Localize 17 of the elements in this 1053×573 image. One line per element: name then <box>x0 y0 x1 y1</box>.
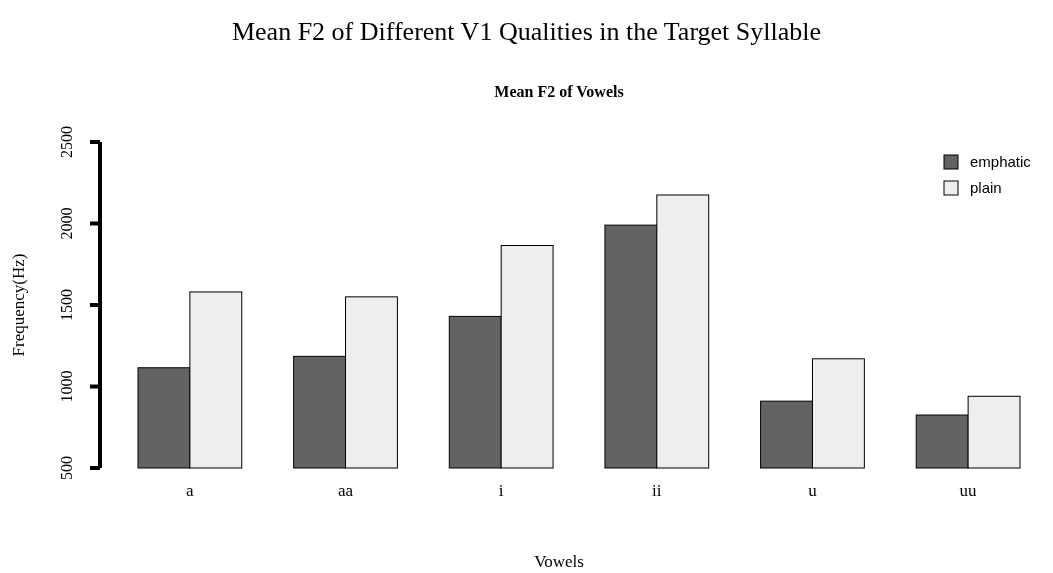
y-tick-label: 1500 <box>58 289 75 321</box>
x-tick-label: uu <box>959 481 978 500</box>
y-tick-label: 1000 <box>58 370 75 403</box>
x-tick-label: aa <box>337 481 354 500</box>
x-tick-label: a <box>186 481 195 500</box>
x-tick-label: ii <box>652 481 662 500</box>
x-tick-label: u <box>808 481 818 500</box>
x-axis-title: Vowels <box>534 552 584 571</box>
legend-label: emphatic <box>970 153 1032 170</box>
y-tick-label: 2500 <box>58 126 75 158</box>
y-axis-title: Frequency(Hz) <box>9 253 28 357</box>
chart-title: Mean F2 of Different V1 Qualities in the Target Syllable <box>231 17 822 46</box>
y-tick-label: 2000 <box>58 207 75 240</box>
chart-subtitle: Mean F2 of Vowels <box>494 83 624 100</box>
x-tick-label: i <box>498 481 504 500</box>
y-tick-label: 500 <box>58 456 75 480</box>
legend-label: plain <box>970 179 1002 196</box>
